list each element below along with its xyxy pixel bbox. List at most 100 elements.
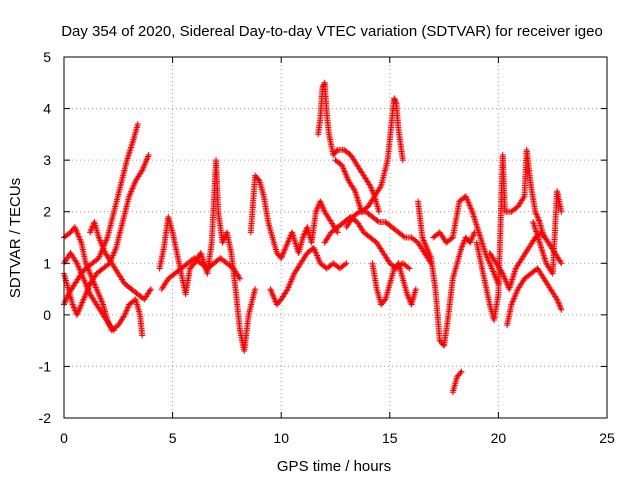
data-point <box>128 142 135 149</box>
data-point <box>558 208 565 215</box>
data-point <box>334 229 341 236</box>
data-point <box>70 303 77 310</box>
data-point <box>377 184 384 191</box>
data-point <box>126 147 133 154</box>
data-point <box>460 238 467 245</box>
chart-title: Day 354 of 2020, Sidereal Day-to-day VTE… <box>61 23 603 40</box>
data-point <box>293 242 300 249</box>
data-point <box>473 221 480 228</box>
data-point <box>281 247 288 254</box>
data-point <box>557 303 564 310</box>
data-point <box>367 184 374 191</box>
data-point <box>292 240 299 247</box>
data-point <box>138 168 145 175</box>
data-point <box>236 274 243 281</box>
data-point <box>280 249 287 256</box>
data-point <box>421 238 428 245</box>
data-point <box>87 227 94 234</box>
data-point <box>391 96 398 103</box>
data-point <box>299 234 306 241</box>
data-point <box>129 141 135 148</box>
data-point <box>355 197 362 204</box>
data-point <box>509 274 516 281</box>
x-tick-label: 0 <box>60 430 68 446</box>
data-point <box>558 306 565 313</box>
data-point <box>479 240 486 247</box>
data-point <box>458 368 465 375</box>
data-point <box>146 287 153 294</box>
data-point <box>531 222 538 229</box>
data-point <box>291 237 298 244</box>
data-point <box>556 302 563 309</box>
data-point <box>467 239 474 246</box>
data-point <box>472 219 479 226</box>
data-point <box>534 214 541 221</box>
data-point <box>127 146 134 153</box>
data-point <box>423 244 430 251</box>
data-point <box>280 250 287 257</box>
data-point <box>468 236 475 243</box>
data-point <box>127 144 134 151</box>
data-point <box>532 210 539 217</box>
data-point <box>121 311 128 318</box>
data-point <box>351 186 358 193</box>
y-tick-label: 0 <box>43 307 51 323</box>
data-point <box>510 271 517 278</box>
data-point <box>219 239 226 246</box>
data-point <box>557 258 564 265</box>
data-point <box>292 238 299 245</box>
data-point <box>301 231 308 238</box>
data-point <box>139 332 146 339</box>
data-point <box>508 278 515 285</box>
data-point <box>399 157 406 164</box>
data-point <box>459 241 466 248</box>
data-point <box>511 270 518 277</box>
data-point <box>470 230 477 237</box>
data-point <box>424 247 431 254</box>
data-point <box>124 153 131 160</box>
data-point <box>540 250 547 257</box>
data-point <box>509 276 516 283</box>
data-point <box>220 238 227 245</box>
data-point <box>424 246 431 253</box>
data-point <box>555 300 562 307</box>
data-point <box>73 258 80 265</box>
data-point <box>356 202 363 209</box>
data-point <box>541 255 548 262</box>
data-point <box>541 253 548 260</box>
data-point <box>404 292 411 299</box>
data-point <box>130 138 137 145</box>
data-point <box>88 226 95 233</box>
data-point <box>367 182 374 189</box>
data-point <box>87 229 94 236</box>
x-tick-label: 10 <box>273 430 289 446</box>
data-point <box>531 223 538 230</box>
data-point <box>400 233 407 240</box>
data-point <box>422 241 429 248</box>
data-point <box>318 201 325 208</box>
data-point <box>147 286 154 293</box>
data-point <box>313 207 320 214</box>
data-point <box>122 310 129 317</box>
data-point <box>391 95 398 102</box>
data-point <box>221 235 228 242</box>
data-point <box>392 99 399 106</box>
grid-lines <box>64 57 607 418</box>
data-point <box>474 224 481 231</box>
data-point <box>412 286 419 293</box>
data-point <box>539 249 546 256</box>
y-axis-title: SDTVAR / TECUs <box>7 178 24 298</box>
data-point <box>123 308 130 315</box>
data-point <box>82 260 89 267</box>
data-point <box>475 227 482 234</box>
data-point <box>467 238 474 245</box>
y-tick-label: 3 <box>43 152 51 168</box>
data-point <box>369 187 376 194</box>
data-point <box>129 139 136 146</box>
data-point <box>319 202 326 209</box>
plot-frame <box>63 56 608 419</box>
data-point <box>536 239 543 246</box>
x-tick-label: 25 <box>599 430 615 446</box>
data-point <box>368 185 375 192</box>
data-point <box>61 300 68 307</box>
